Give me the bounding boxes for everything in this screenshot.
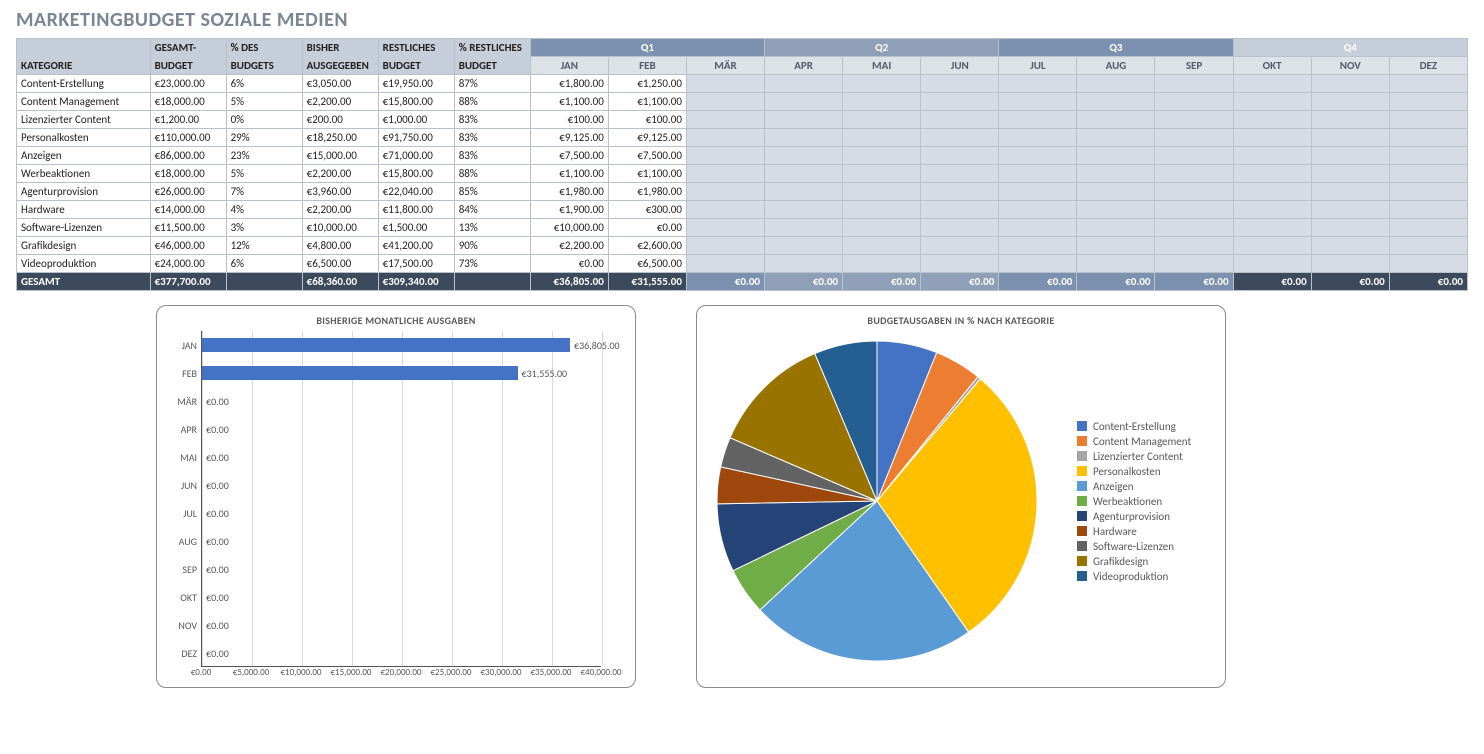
legend-item: Personalkosten <box>1077 465 1191 478</box>
pie-legend: Content-Erstellung Content Management Lize… <box>1077 418 1191 585</box>
budget-table: GESAMT-% DESBISHERRESTLICHES% RESTLICHES… <box>16 38 1468 291</box>
table-row: Agenturprovision€26,000.007%€3,960.00€22… <box>17 183 1468 201</box>
table-row: Videoproduktion€24,000.006%€6,500.00€17,… <box>17 255 1468 273</box>
legend-item: Grafikdesign <box>1077 555 1191 568</box>
table-row: Werbeaktionen€18,000.005%€2,200.00€15,80… <box>17 165 1468 183</box>
bar-chart: BISHERIGE MONATLICHE AUSGABEN JANFEBMÄRA… <box>156 305 636 688</box>
pie-chart-title: BUDGETAUSGABEN IN % NACH KATEGORIE <box>707 314 1215 327</box>
bar-chart-title: BISHERIGE MONATLICHE AUSGABEN <box>167 314 625 327</box>
table-total-row: GESAMT€377,700.00€68,360.00€309,340.00€3… <box>17 273 1468 291</box>
table-row: Anzeigen€86,000.0023%€15,000.00€71,000.0… <box>17 147 1468 165</box>
legend-item: Videoproduktion <box>1077 570 1191 583</box>
table-row: Lizenzierter Content€1,200.000%€200.00€1… <box>17 111 1468 129</box>
table-row: Content Management€18,000.005%€2,200.00€… <box>17 93 1468 111</box>
table-row: Content-Erstellung€23,000.006%€3,050.00€… <box>17 75 1468 93</box>
table-row: Grafikdesign€46,000.0012%€4,800.00€41,20… <box>17 237 1468 255</box>
table-row: Personalkosten€110,000.0029%€18,250.00€9… <box>17 129 1468 147</box>
legend-item: Werbeaktionen <box>1077 495 1191 508</box>
legend-item: Content-Erstellung <box>1077 420 1191 433</box>
legend-item: Content Management <box>1077 435 1191 448</box>
page-title: MARKETINGBUDGET SOZIALE MEDIEN <box>16 8 1468 32</box>
legend-item: Anzeigen <box>1077 480 1191 493</box>
legend-item: Software-Lizenzen <box>1077 540 1191 553</box>
legend-item: Hardware <box>1077 525 1191 538</box>
table-row: Hardware€14,000.004%€2,200.00€11,800.008… <box>17 201 1468 219</box>
legend-item: Lizenzierter Content <box>1077 450 1191 463</box>
table-row: Software-Lizenzen€11,500.003%€10,000.00€… <box>17 219 1468 237</box>
pie-chart: BUDGETAUSGABEN IN % NACH KATEGORIE Conte… <box>696 305 1226 688</box>
legend-item: Agenturprovision <box>1077 510 1191 523</box>
